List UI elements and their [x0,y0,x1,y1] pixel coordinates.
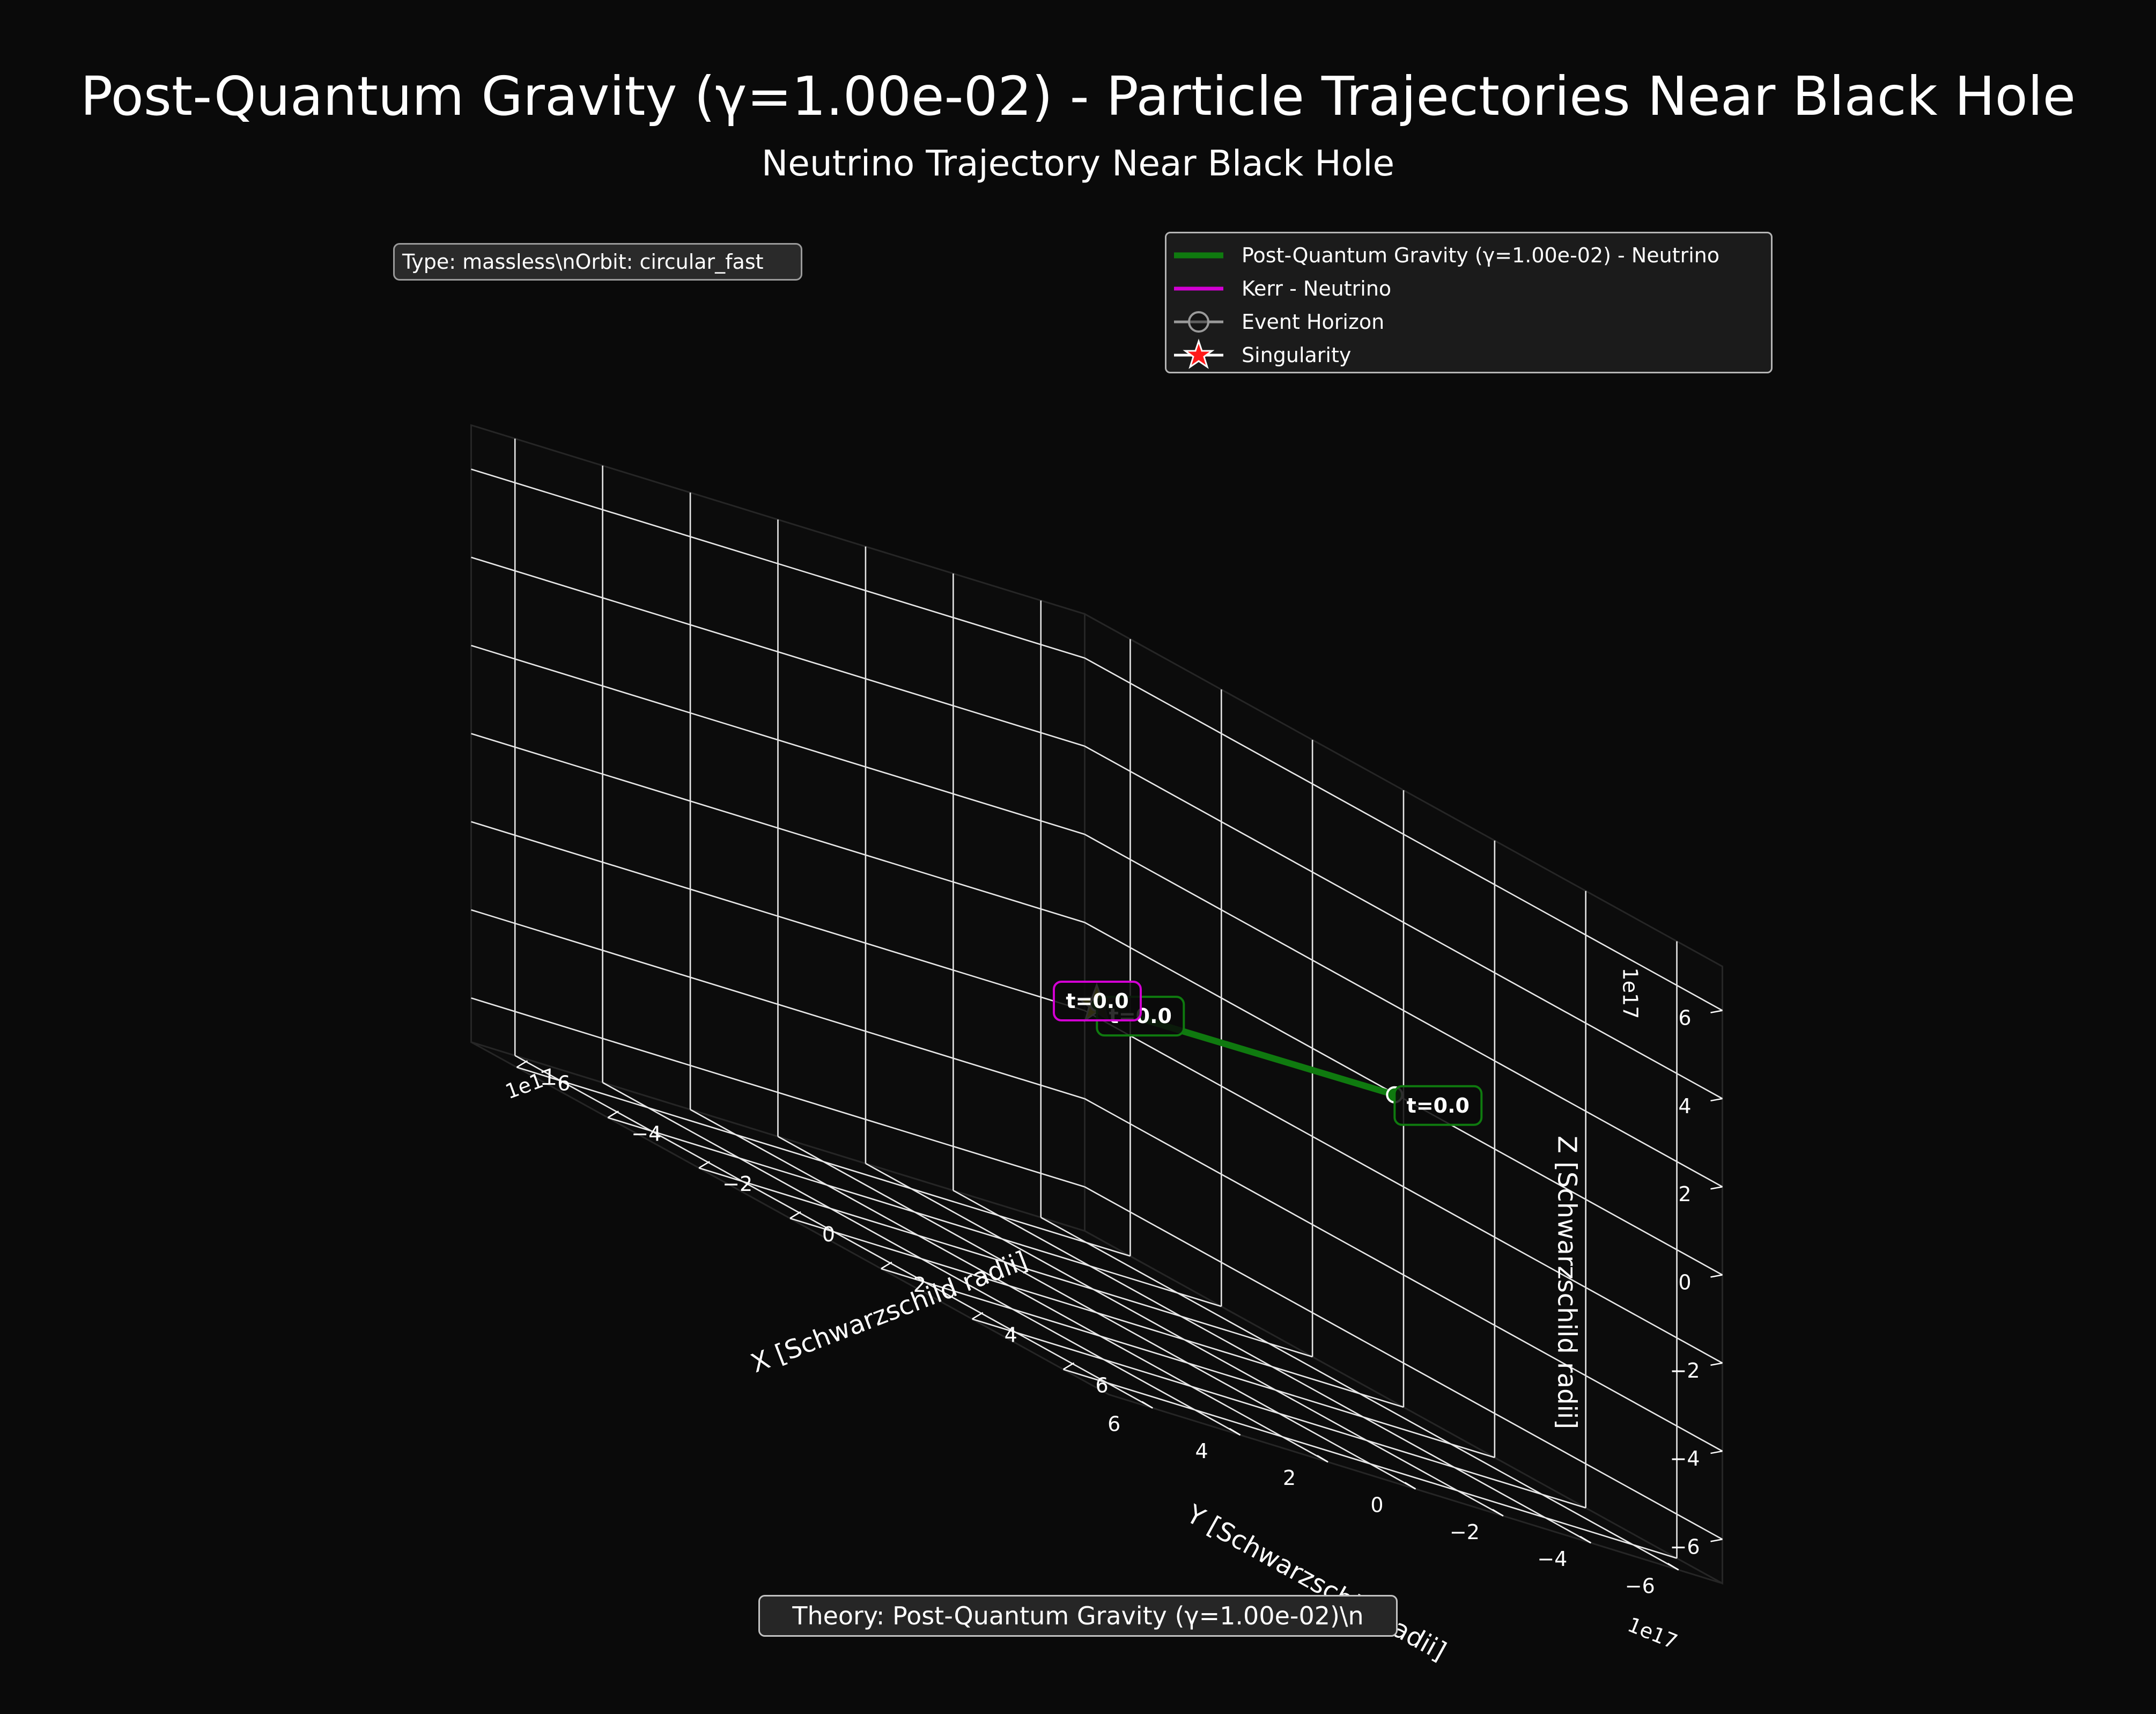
annotation-box [1053,981,1142,1021]
tick-mark [1710,1539,1723,1542]
annotation-box [1393,1085,1483,1126]
z-tick-label: −2 [1670,1359,1700,1382]
tick-labels: −6 −6 −6 −4 −4 −4 −2 −2 −2 0 0 0 2 2 2 4 4 4 6 6 6 [516,1006,1723,1598]
tick-mark [698,1161,710,1169]
tick-mark [972,1312,984,1320]
z-tick-label: 2 [1678,1182,1691,1206]
grid-line [881,1268,1495,1459]
legend-line-icon [1174,286,1223,291]
y-tick-label: −6 [1625,1574,1655,1598]
z-tick-label: −4 [1670,1447,1700,1470]
legend-item-event-horizon: Event Horizon [1166,305,1771,339]
chart-title: Neutrino Trajectory Near Black Hole [761,143,1395,184]
grid-line [514,1055,1153,1409]
legend-label: Singularity [1242,343,1352,367]
z-tick-label: −6 [1670,1535,1700,1558]
x-tick-label: 2 [913,1273,926,1297]
tick-mark [1579,1535,1592,1544]
grid-line [471,644,1085,835]
tick-mark [1062,1362,1075,1370]
y-tick-label: 6 [1107,1413,1120,1436]
grid-line [471,733,1085,923]
x-tick-label: 0 [822,1223,835,1246]
tick-mark [516,1060,528,1068]
legend-item-kerr: Kerr - Neutrino [1166,272,1771,305]
x-tick-label: 4 [1005,1323,1017,1347]
grid-line [1084,745,1723,1100]
y-tick-label: −4 [1537,1547,1567,1571]
legend-label: Post-Quantum Gravity (γ=1.00e-02) - Neut… [1242,244,1720,267]
tick-mark [881,1261,892,1269]
y-tick-label: 2 [1283,1466,1296,1490]
theory-box: Theory: Post-Quantum Gravity (γ=1.00e-02… [758,1595,1398,1637]
tick-mark [1710,1010,1723,1013]
legend-label: Kerr - Neutrino [1242,277,1392,300]
tick-mark [1710,1362,1723,1366]
grid-line [471,556,1085,747]
legend-item-pqg: Post-Quantum Gravity (γ=1.00e-02) - Neut… [1166,239,1771,272]
grid-line [1063,1369,1677,1559]
legend-line-icon [1174,252,1223,259]
annotation-text: t=0.0 [1407,1094,1470,1117]
legend: Post-Quantum Gravity (γ=1.00e-02) - Neut… [1165,232,1773,373]
legend-label: Event Horizon [1242,310,1385,334]
z-tick-label: 6 [1678,1006,1691,1030]
tick-mark [789,1211,801,1219]
tick-mark [1710,1098,1723,1102]
pqg-start-label: t=0.0 [1393,1085,1483,1126]
tick-mark [1229,1428,1241,1436]
y-axis-label: Y [Schwarzschild radii] [1181,1499,1451,1667]
grid-line [690,1109,1328,1463]
grid-lines [471,438,1723,1571]
grid-line [972,1318,1586,1509]
z-offset-text: 1e17 [1619,968,1642,1019]
particle-info-box: Type: massless\nOrbit: circular_fast [393,243,802,281]
x-tick-label: 6 [1095,1374,1108,1397]
kerr-label: t=0.0 [1053,981,1142,1021]
tick-mark [1710,1186,1723,1190]
x-tick-label: −4 [631,1122,661,1145]
circle-icon [1174,311,1223,333]
annotations: t=0.0t=0.0t=0.0 [1053,981,1483,1126]
z-axis-label: Z [Schwarzschild radii] [1552,1136,1582,1429]
tick-mark [1317,1455,1328,1463]
grid-line [777,1136,1416,1490]
x-tick-label: −6 [540,1071,570,1095]
tick-mark [1492,1509,1504,1517]
legend-item-singularity: Singularity [1166,339,1771,372]
tick-mark [1710,1274,1723,1278]
star-icon [1174,339,1223,369]
z-tick-label: 0 [1678,1271,1691,1294]
tick-mark [1141,1401,1153,1409]
grid-line [1084,657,1723,1011]
annotation-text: t=0.0 [1066,989,1128,1013]
tick-mark [1404,1482,1416,1490]
tick-mark [1667,1563,1679,1571]
y-offset-text: 1e17 [1625,1613,1681,1654]
y-tick-label: −2 [1450,1520,1480,1544]
tick-mark [1710,1450,1723,1454]
x-tick-label: −2 [722,1172,752,1196]
grid-line [1084,834,1723,1188]
tick-mark [607,1110,619,1119]
z-tick-label: 4 [1678,1094,1691,1118]
figure-suptitle: Post-Quantum Gravity (γ=1.00e-02) - Part… [80,65,2076,128]
grid-line [602,1082,1241,1436]
y-tick-label: 0 [1370,1494,1383,1517]
grid-line [471,468,1085,659]
y-tick-label: 4 [1195,1439,1208,1463]
